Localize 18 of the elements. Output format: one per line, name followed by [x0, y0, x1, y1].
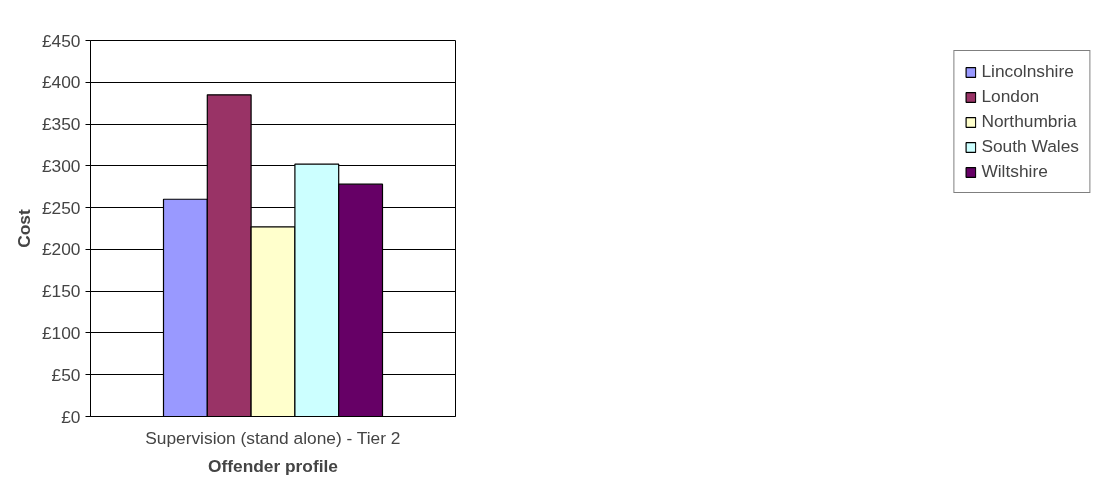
y-tick-label: £450: [41, 30, 81, 51]
y-tick-label: £0: [61, 406, 81, 427]
legend-label: Lincolnshire: [981, 61, 1074, 82]
legend-label: Wiltshire: [981, 161, 1048, 182]
y-tick-label: £100: [41, 322, 81, 343]
y-tick-label: £50: [51, 364, 81, 385]
y-tick-label: £150: [41, 281, 81, 302]
y-tick-label: £350: [41, 114, 81, 135]
x-axis-title: Offender profile: [208, 455, 339, 476]
y-tick-label: £400: [41, 72, 81, 93]
y-tick-label: £250: [41, 197, 81, 218]
legend-label: London: [981, 86, 1040, 107]
legend-label: Northumbria: [981, 111, 1077, 132]
x-tick-label: Supervision (stand alone) - Tier 2: [145, 427, 401, 448]
y-tick-label: £300: [41, 155, 81, 176]
y-axis-title: Cost: [13, 209, 34, 248]
legend-label: South Wales: [981, 136, 1079, 157]
y-tick-label: £200: [41, 239, 81, 260]
